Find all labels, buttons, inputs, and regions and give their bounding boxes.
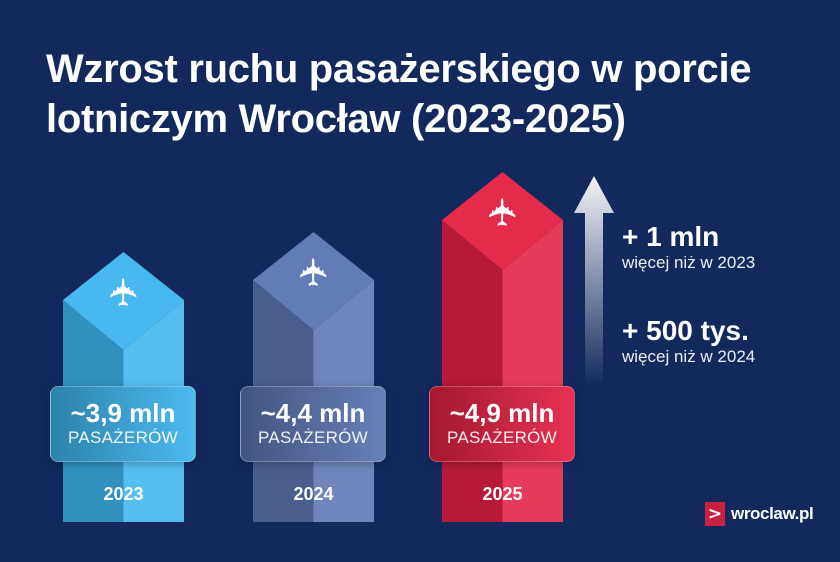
data-sublabel: PASAŻERÓW xyxy=(257,428,369,447)
airplane-icon: ✈ xyxy=(101,276,146,308)
annotation-500k: + 500 tys. więcej niż w 2024 xyxy=(622,316,755,368)
bar-top-face xyxy=(442,172,563,270)
category-label: 2023 xyxy=(103,484,144,504)
annotation-value: + 500 tys. xyxy=(622,315,749,346)
bar-left-face xyxy=(442,220,503,522)
category-label: 2025 xyxy=(482,484,523,504)
airplane-icon: ✈ xyxy=(291,256,336,288)
growth-arrow-icon xyxy=(574,176,614,385)
data-label: ~4,4 mln xyxy=(260,398,366,428)
airplane-icon: ✈ xyxy=(480,196,525,228)
logo-chevron-icon: > xyxy=(705,502,725,526)
data-label-box: ~4,4 mln PASAŻERÓW xyxy=(240,386,386,462)
logo-text: wroclaw.pl xyxy=(731,504,814,523)
bar-top-face xyxy=(253,232,374,330)
bar-right-face xyxy=(502,220,563,522)
chart-title: Wzrost ruchu pasażerskiego w porcie lotn… xyxy=(46,47,752,141)
bar-top-face xyxy=(63,252,184,350)
annotation-text: więcej niż w 2024 xyxy=(622,347,756,366)
data-label: ~3,9 mln xyxy=(70,398,176,428)
data-label-box: ~4,9 mln PASAŻERÓW xyxy=(429,386,575,462)
annotation-1m: + 1 mln więcej niż w 2023 xyxy=(622,222,755,274)
data-sublabel: PASAŻERÓW xyxy=(67,428,179,447)
data-sublabel: PASAŻERÓW xyxy=(446,428,558,447)
wroclaw-logo[interactable]: > wroclaw.pl xyxy=(705,502,814,526)
data-label-box: ~3,9 mln PASAŻERÓW xyxy=(50,386,196,462)
data-label: ~4,9 mln xyxy=(449,398,555,428)
annotation-value: + 1 mln xyxy=(622,221,720,252)
category-label: 2024 xyxy=(293,484,334,504)
annotation-text: więcej niż w 2023 xyxy=(622,253,756,272)
